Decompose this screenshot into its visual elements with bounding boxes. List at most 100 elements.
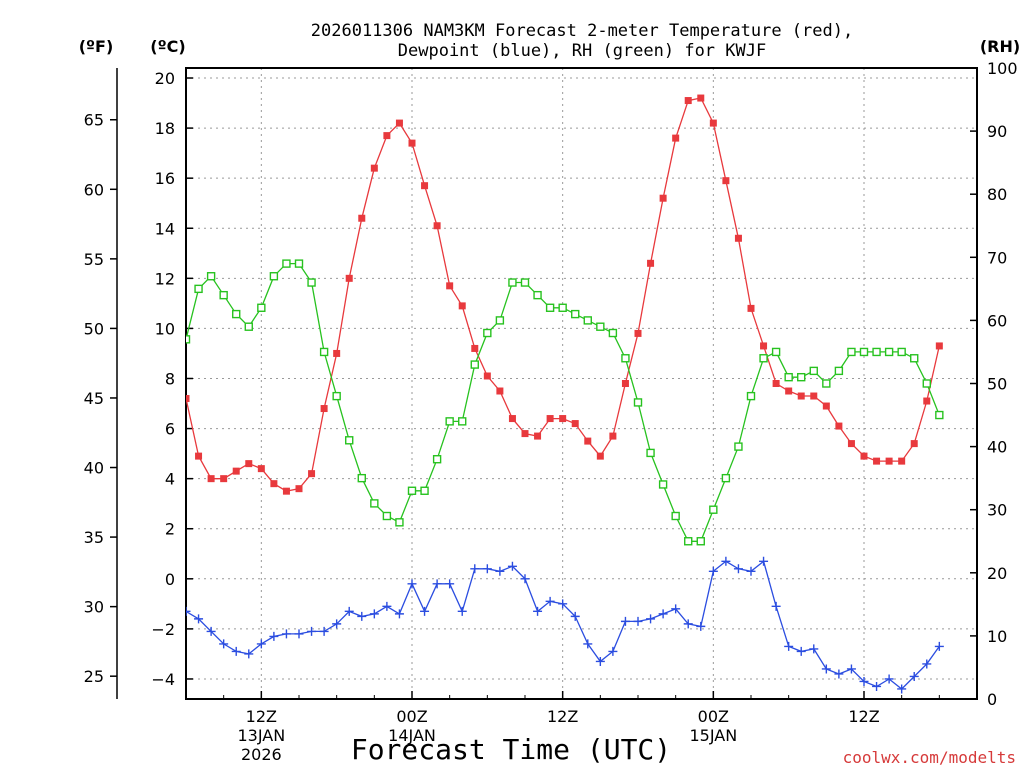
dewpoint-point: [909, 671, 919, 681]
temperature-point: [684, 97, 692, 105]
dewpoint-point: [445, 579, 455, 589]
temperature-point: [559, 415, 567, 423]
x-tick-date-label: 14JAN: [388, 726, 436, 745]
dewpoint-point: [934, 641, 944, 651]
x-tick-time-label: 12Z: [547, 707, 578, 726]
rh-point: [872, 347, 881, 357]
dewpoint-point: [708, 566, 718, 576]
temperature-point: [395, 119, 403, 127]
temperature-point: [471, 344, 479, 352]
fahrenheit-tick-label: 65: [84, 111, 104, 130]
dewpoint-point: [796, 646, 806, 656]
temperature-point: [186, 395, 190, 403]
rh-point: [822, 379, 831, 388]
series: [186, 94, 944, 694]
credit-label: coolwx.com/modelts: [843, 748, 1016, 767]
rh-unit-label: (RH): [980, 37, 1020, 56]
temperature-point: [860, 452, 868, 460]
rh-point: [186, 335, 191, 344]
dewpoint-point: [570, 611, 580, 621]
temperature-point: [584, 437, 592, 445]
celsius-tick-label: 20: [155, 69, 175, 88]
rh-tick-label: 0: [987, 690, 997, 709]
dewpoint-point: [256, 639, 266, 649]
temperature-point: [408, 139, 416, 147]
rh-point: [935, 410, 944, 420]
rh-point: [646, 448, 655, 458]
dewpoint-point: [332, 619, 342, 629]
dewpoint-point: [872, 681, 882, 691]
fahrenheit-tick-label: 45: [84, 389, 104, 408]
celsius-tick-label: 2: [165, 520, 175, 539]
dewpoint-point: [269, 631, 279, 641]
dewpoint-point: [520, 574, 530, 584]
dewpoint-point: [495, 566, 505, 576]
temperature-point: [521, 430, 529, 438]
x-tick-year-label: 2026: [241, 745, 282, 764]
rh-point: [797, 372, 806, 382]
dewpoint-point: [859, 676, 869, 686]
series-rh: [186, 259, 944, 546]
temperature-point: [308, 470, 316, 478]
x-tick-time-label: 12Z: [848, 707, 879, 726]
rh-tick-label: 70: [987, 248, 1007, 267]
rh-point: [219, 290, 228, 300]
rh-point: [508, 278, 517, 287]
dewpoint-point: [382, 601, 392, 611]
celsius-unit-label: (ºC): [150, 37, 185, 56]
dewpoint-point: [583, 639, 593, 649]
temperature-point: [785, 387, 793, 395]
rh-point: [407, 486, 417, 495]
celsius-tick-label: 6: [165, 420, 175, 439]
fahrenheit-tick-label: 35: [84, 528, 104, 547]
temperature-point: [358, 214, 366, 222]
celsius-tick-label: 14: [155, 219, 175, 238]
dewpoint-point: [897, 684, 907, 694]
dewpoint-point: [696, 621, 706, 631]
gridlines: [186, 68, 977, 699]
chart-title-line-1: 2026011306 NAM3KM Forecast 2-meter Tempe…: [311, 21, 853, 41]
temperature-point: [195, 452, 203, 460]
rh-point: [784, 372, 793, 382]
dewpoint-point: [457, 606, 467, 616]
rh-point: [834, 366, 844, 376]
celsius-tick-label: 4: [165, 470, 175, 489]
rh-point: [282, 259, 291, 268]
temperature-point: [697, 94, 705, 102]
fahrenheit-tick-label: 55: [84, 250, 104, 269]
rh-point: [483, 328, 492, 338]
plot-frame: [185, 67, 978, 700]
rh-tick-label: 90: [987, 122, 1007, 141]
dewpoint-point: [533, 606, 543, 616]
rh-point: [696, 537, 705, 546]
dewpoint-point: [671, 604, 681, 614]
temperature-point: [760, 342, 768, 350]
temperature-point: [747, 304, 755, 312]
temperature-point: [797, 392, 805, 400]
temperature-point: [647, 259, 655, 267]
temperature-point: [232, 467, 240, 475]
rh-tick-label: 30: [987, 501, 1007, 520]
rh-point: [232, 309, 241, 319]
celsius-tick-label: 0: [165, 570, 175, 589]
temperature-point: [609, 432, 617, 440]
dewpoint-point: [746, 566, 756, 576]
temperature-point: [734, 234, 742, 242]
rh-point: [910, 354, 919, 363]
rh-point: [658, 480, 668, 489]
dewpoint-point: [721, 556, 731, 566]
temperature-point: [345, 274, 353, 282]
temperature-point: [421, 182, 429, 190]
rh-point: [884, 347, 894, 357]
x-axis-title: Forecast Time (UTC): [351, 733, 671, 766]
dewpoint-point: [186, 606, 191, 616]
temperature-point: [709, 119, 717, 127]
temperature-point: [634, 329, 642, 337]
fahrenheit-tick-label: 40: [84, 459, 104, 478]
rh-tick-label: 80: [987, 185, 1007, 204]
celsius-tick-label: 18: [155, 119, 175, 138]
rh-point: [809, 366, 818, 376]
temperature-point: [885, 457, 893, 465]
temperature-point: [508, 415, 516, 423]
rh-point: [608, 328, 618, 338]
